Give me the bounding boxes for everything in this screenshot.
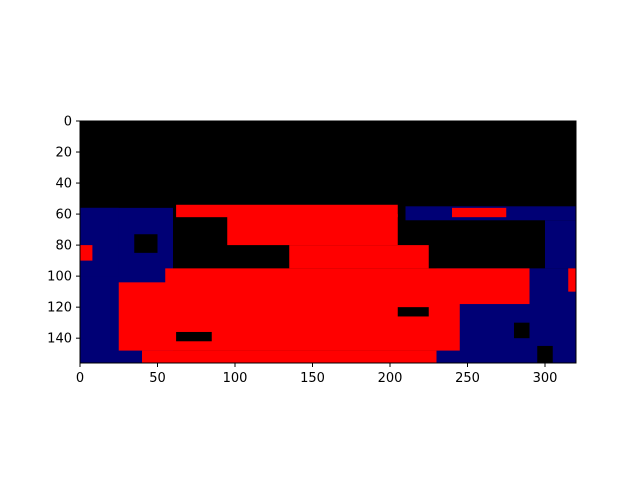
region-navy-3 bbox=[545, 220, 576, 269]
region-black-21 bbox=[537, 345, 553, 363]
y-tick-label: 140 bbox=[47, 332, 72, 347]
x-axis: 0 50 100 150 200 250 300 bbox=[76, 363, 558, 386]
y-tick-label: 100 bbox=[47, 270, 72, 285]
region-red-17 bbox=[80, 245, 93, 261]
x-tick-label: 100 bbox=[223, 371, 248, 386]
y-tick-label: 60 bbox=[55, 208, 72, 223]
region-black-18 bbox=[397, 307, 429, 317]
region-red-16 bbox=[568, 268, 576, 292]
x-tick-label: 300 bbox=[533, 371, 558, 386]
x-tick-label: 250 bbox=[455, 371, 480, 386]
region-red-10 bbox=[289, 245, 429, 269]
region-navy-4 bbox=[80, 207, 119, 277]
mask-regions bbox=[80, 204, 576, 363]
y-tick-label: 80 bbox=[55, 239, 72, 254]
axes-frame bbox=[79, 120, 577, 364]
region-red-9 bbox=[227, 214, 398, 246]
plot-area bbox=[79, 120, 577, 364]
y-tick-label: 120 bbox=[47, 301, 72, 316]
region-black-6 bbox=[134, 234, 158, 253]
x-tick-label: 50 bbox=[149, 371, 166, 386]
y-tick-label: 40 bbox=[55, 177, 72, 192]
region-black-19 bbox=[176, 331, 212, 342]
region-red-12 bbox=[142, 350, 437, 363]
x-tick-label: 150 bbox=[300, 371, 325, 386]
region-black-20 bbox=[514, 322, 530, 339]
y-tick-label: 0 bbox=[64, 115, 72, 130]
x-tick-label: 200 bbox=[378, 371, 403, 386]
x-tick-label: 0 bbox=[76, 371, 84, 386]
y-axis: 0 20 40 60 80 100 120 140 bbox=[47, 115, 80, 347]
region-red-15 bbox=[452, 207, 507, 218]
y-tick-label: 20 bbox=[55, 146, 72, 161]
